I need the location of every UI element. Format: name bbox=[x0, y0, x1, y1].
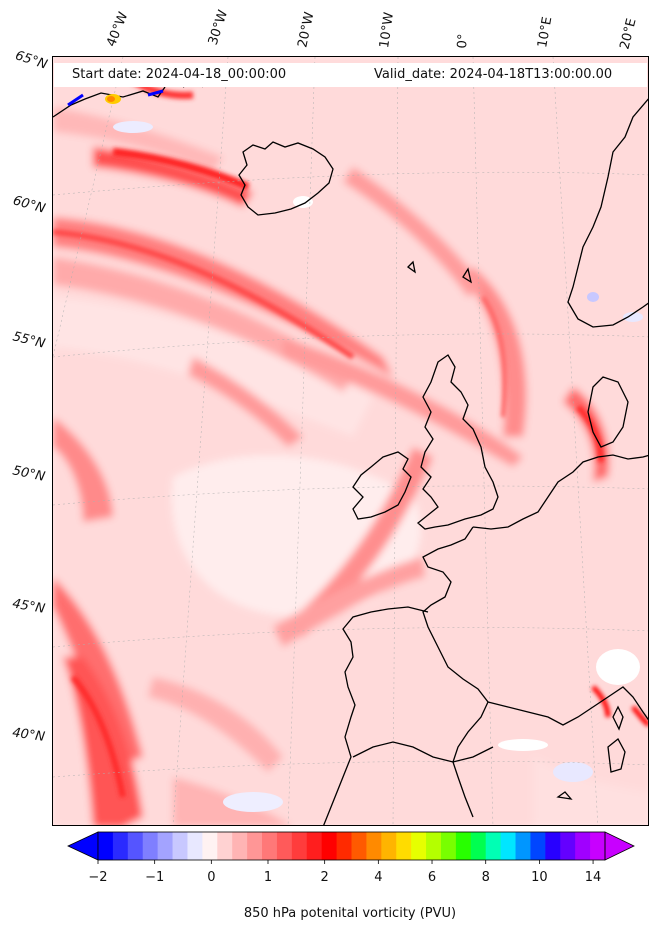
colorbar-tick-label: 8 bbox=[481, 870, 490, 885]
colorbar-label: 850 hPa potenital vorticity (PVU) bbox=[243, 906, 457, 921]
colorbar-segment bbox=[187, 832, 203, 860]
colorbar-tick-label: 10 bbox=[531, 870, 548, 885]
colorbar-segment bbox=[470, 832, 487, 860]
colorbar-segment bbox=[351, 832, 367, 860]
lon-label-40w: 40°W bbox=[104, 10, 132, 49]
colorbar-segment bbox=[485, 832, 502, 860]
africa-coast bbox=[352, 741, 494, 763]
pv-field bbox=[53, 57, 648, 825]
colorbar-segment bbox=[396, 832, 412, 860]
header-bar bbox=[54, 63, 647, 87]
shetland-coast bbox=[462, 267, 472, 284]
iceland-coast bbox=[238, 141, 334, 216]
map-panel bbox=[52, 56, 649, 826]
colorbar-segment bbox=[262, 832, 278, 860]
greenland-pv-blob bbox=[67, 89, 164, 107]
colorbar-segment bbox=[455, 832, 472, 860]
colorbar-segment bbox=[411, 832, 427, 860]
colorbar-segment bbox=[157, 832, 174, 860]
colorbar-segment bbox=[545, 832, 561, 860]
colorbar-tick-label: 6 bbox=[427, 870, 437, 885]
sardinia-coast bbox=[607, 738, 626, 773]
colorbar-segment bbox=[112, 832, 129, 860]
colorbar-segment bbox=[366, 832, 382, 860]
lat-label-40n: 40°N bbox=[11, 725, 46, 745]
colorbar-segment bbox=[336, 832, 352, 860]
colorbar-segment bbox=[321, 832, 338, 860]
colorbar-segment bbox=[172, 832, 188, 860]
lon-label-20w: 20°W bbox=[295, 10, 318, 49]
colorbar-segment bbox=[575, 832, 591, 860]
france-spain-coast bbox=[422, 526, 489, 818]
colorbar-extend-min bbox=[67, 831, 99, 861]
colorbar-segment bbox=[291, 832, 308, 860]
coastlines bbox=[53, 78, 648, 825]
colorbar-segment bbox=[232, 832, 248, 860]
colorbar-segment bbox=[247, 832, 263, 860]
colorbar-tick-label: 2 bbox=[320, 870, 329, 885]
colorbar-tick-label: −1 bbox=[145, 870, 165, 885]
colorbar-segment bbox=[440, 832, 457, 860]
start-date-label: Start date: 2024-04-18_00:00:00 bbox=[72, 67, 287, 82]
lat-label-55n: 55°N bbox=[11, 329, 47, 352]
lon-label-10e: 10°E bbox=[535, 15, 556, 49]
colorbar-segment bbox=[217, 832, 233, 860]
colorbar-tick-label: −2 bbox=[88, 870, 108, 885]
lon-label-30w: 30°W bbox=[205, 8, 232, 47]
colorbar-segment bbox=[590, 832, 606, 860]
colorbar-segment bbox=[530, 832, 546, 860]
pv-map bbox=[53, 57, 648, 825]
colorbar-tick-label: 4 bbox=[374, 870, 383, 885]
colorbar-segment bbox=[560, 832, 576, 860]
lat-label-45n: 45°N bbox=[11, 596, 47, 617]
faroe-coast bbox=[406, 260, 416, 274]
lat-label-65n: 65°N bbox=[13, 48, 50, 73]
valid-date-label: Valid_date: 2024-04-18T13:00:00.00 bbox=[374, 67, 613, 82]
mediterranean-coast bbox=[487, 686, 648, 726]
colorbar-segment bbox=[276, 832, 293, 860]
colorbar-segment bbox=[98, 832, 114, 860]
balearics-coast bbox=[556, 791, 573, 800]
graticule bbox=[53, 57, 648, 825]
colorbar-segment bbox=[426, 832, 442, 860]
colorbar bbox=[67, 831, 635, 864]
colorbar-segment bbox=[142, 832, 159, 860]
ireland-coast bbox=[352, 451, 412, 520]
lon-label-10w: 10°W bbox=[377, 11, 397, 49]
colorbar-extend-max bbox=[604, 831, 635, 861]
lat-label-50n: 50°N bbox=[11, 463, 47, 485]
colorbar-segment bbox=[202, 832, 218, 860]
colorbar-border bbox=[97, 831, 606, 861]
corsica-coast bbox=[612, 705, 624, 731]
great-britain-coast bbox=[416, 354, 499, 530]
denmark-coast bbox=[587, 376, 629, 448]
iberia-north-coast bbox=[323, 606, 429, 825]
colorbar-tick-label: 1 bbox=[263, 870, 273, 885]
colorbar-segment bbox=[306, 832, 323, 860]
colorbar-tick-label: 0 bbox=[207, 870, 216, 885]
colorbar-segment bbox=[381, 832, 397, 860]
scandinavia-coast bbox=[567, 98, 648, 328]
colorbar-segment bbox=[515, 832, 531, 860]
lat-label-60n: 60°N bbox=[11, 193, 47, 217]
continent-coast bbox=[472, 454, 648, 530]
colorbar-segment bbox=[500, 832, 517, 860]
negative-pv-patches bbox=[113, 121, 643, 812]
colorbar-segment bbox=[127, 832, 144, 860]
lon-label-0: 0° bbox=[455, 33, 472, 49]
colorbar-tick-label: 14 bbox=[584, 870, 602, 885]
lon-label-20e: 20°E bbox=[617, 17, 640, 51]
